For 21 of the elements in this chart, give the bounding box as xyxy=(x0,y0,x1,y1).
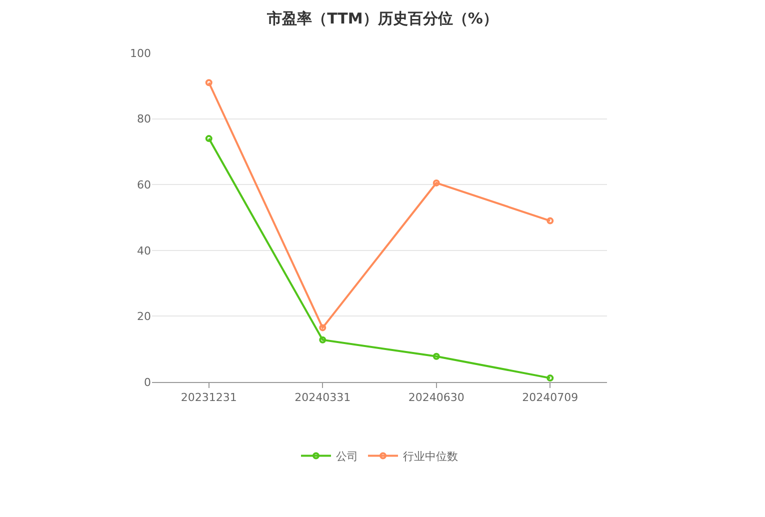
legend-label: 行业中位数 xyxy=(403,450,458,464)
y-tick-label: 60 xyxy=(137,178,151,192)
y-tick-label: 20 xyxy=(137,310,151,324)
y-tick-label: 40 xyxy=(137,244,151,258)
y-tick-label: 80 xyxy=(137,112,151,126)
y-tick-label: 0 xyxy=(144,376,151,389)
x-tick-label: 20231231 xyxy=(180,391,237,404)
x-tick-label: 20240709 xyxy=(522,391,578,404)
point xyxy=(205,79,212,86)
chart-title: 市盈率（TTM）历史百分位（%） xyxy=(266,9,498,28)
point xyxy=(319,324,326,332)
legend-label: 公司 xyxy=(336,450,358,464)
y-tick-label: 100 xyxy=(130,46,151,60)
point xyxy=(546,217,554,224)
x-tick-label: 20240331 xyxy=(294,391,351,404)
point xyxy=(432,179,440,186)
x-tick-label: 20240630 xyxy=(408,391,464,404)
point xyxy=(546,374,554,382)
point xyxy=(319,336,326,344)
point xyxy=(205,135,212,142)
point xyxy=(432,352,440,360)
